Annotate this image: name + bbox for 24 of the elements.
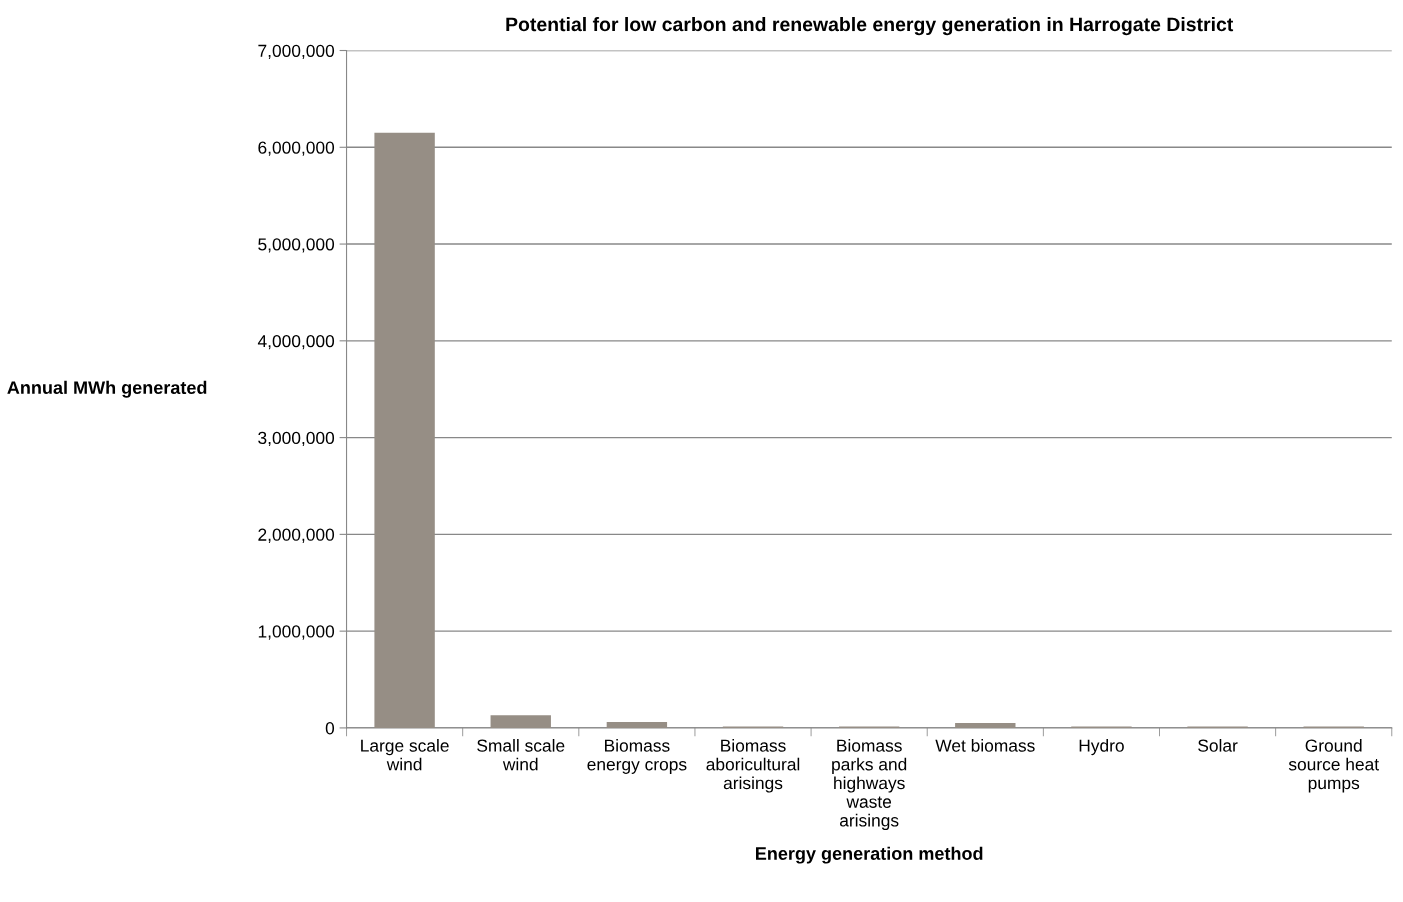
y-tick-label: 3,000,000 — [258, 431, 335, 447]
x-tick-label: Biomass aboricultural arisings — [706, 739, 800, 793]
chart-title: Potential for low carbon and renewable energy generation in Harrogate District — [506, 16, 1234, 36]
bar — [374, 132, 435, 728]
x-tick-label: Hydro — [1079, 739, 1124, 756]
y-tick-label: 4,000,000 — [257, 334, 335, 350]
x-tick-label: Small scale wind — [477, 739, 565, 771]
x-tick-label: Solar — [1198, 739, 1238, 752]
x-tick-label: Large scale wind — [361, 739, 449, 771]
x-axis-title: Energy generation method — [756, 846, 983, 864]
bar — [490, 715, 551, 728]
y-tick-label: 7,000,000 — [258, 44, 335, 60]
y-tick-label: 1,000,000 — [258, 625, 335, 640]
x-tick-label: Wet biomass — [935, 739, 1035, 752]
y-tick-label: 6,000,000 — [258, 141, 335, 156]
y-tick-label: 0 — [325, 722, 335, 735]
y-tick-label: 5,000,000 — [258, 238, 335, 253]
x-tick-label: Biomass energy crops — [587, 739, 687, 774]
x-tick-label: Biomass parks and highways waste arisings — [832, 739, 907, 831]
bar — [606, 722, 668, 728]
y-tick-label: 2,000,000 — [258, 528, 335, 543]
y-axis-title: Annual MWh generated — [7, 380, 207, 398]
bar — [955, 723, 1016, 728]
x-tick-label: Ground source heat pumps — [1288, 739, 1379, 793]
